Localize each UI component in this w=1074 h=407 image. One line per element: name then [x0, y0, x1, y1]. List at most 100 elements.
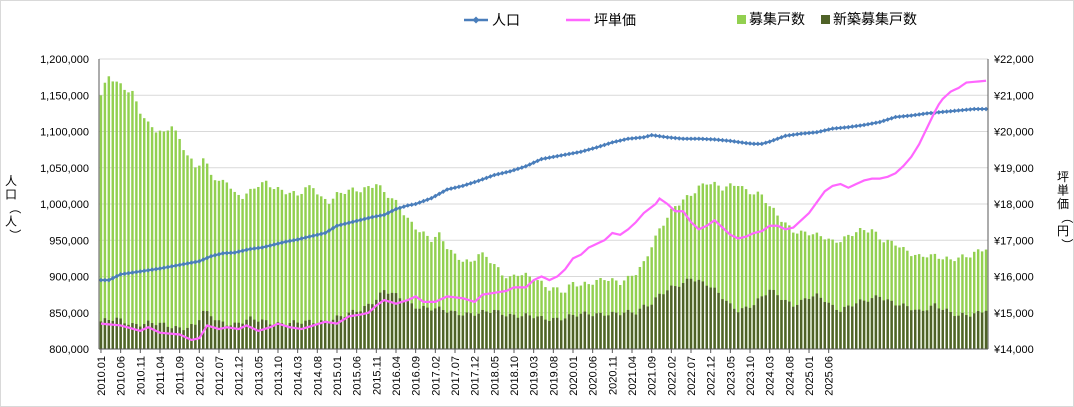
new-listings-bar — [512, 314, 516, 349]
new-listings-bar — [823, 302, 826, 349]
legend-label: 人口 — [492, 13, 520, 29]
population-point — [578, 149, 584, 155]
listings-bar — [473, 260, 476, 349]
population-point — [484, 175, 489, 181]
listings-bar — [851, 236, 854, 349]
new-listings-bar — [402, 301, 406, 349]
listings-bar — [681, 199, 685, 349]
new-listings-bar — [131, 323, 134, 349]
population-point — [602, 142, 607, 148]
population-point — [590, 146, 595, 151]
listings-bar — [646, 256, 649, 349]
new-listings-bar — [921, 310, 925, 349]
new-listings-bar — [618, 315, 622, 349]
population-point — [625, 136, 631, 142]
listings-bar — [351, 187, 354, 349]
listings-bar — [784, 222, 787, 349]
new-listings-bar — [241, 323, 244, 349]
population-point — [354, 218, 359, 224]
right-tick-label: ¥21,000 — [993, 90, 1034, 102]
listings-bar — [508, 276, 512, 349]
new-listings-bar — [705, 285, 708, 349]
population-point — [818, 129, 824, 134]
listings-bar — [925, 257, 929, 349]
listings-bar — [461, 261, 465, 349]
listings-bar — [481, 252, 484, 349]
legend-item: 人口 — [464, 13, 520, 29]
population-point — [688, 136, 694, 142]
population-point — [582, 148, 588, 154]
population-point — [649, 132, 654, 138]
x-tick-label: 2013.05 — [253, 356, 265, 396]
new-listings-bar — [803, 298, 807, 349]
population-point — [971, 106, 977, 112]
listings-bar — [284, 194, 288, 349]
new-listings-bar — [807, 298, 811, 349]
svg-text:）: ） — [1060, 238, 1073, 250]
new-listings-bar — [268, 324, 272, 349]
new-listings-bar — [858, 299, 862, 349]
listings-bar — [689, 195, 693, 349]
population-point — [295, 237, 300, 242]
population-point — [381, 212, 387, 218]
legend: 人口 坪単価 募集戸数 新築募集戸数 — [464, 11, 917, 29]
listings-bar — [308, 185, 311, 349]
new-listings-bar — [394, 293, 398, 349]
unit-price-line — [100, 79, 987, 342]
population-point — [775, 136, 780, 142]
population-point — [849, 124, 855, 129]
listings-bar — [182, 150, 185, 349]
population-point — [405, 203, 411, 208]
listings-bar — [835, 242, 838, 349]
listings-bar — [858, 228, 862, 349]
population-point — [385, 210, 391, 216]
legend-label: 募集戸数 — [749, 11, 805, 28]
new-listings-bar — [312, 323, 315, 349]
listings-bar — [929, 254, 933, 349]
population-point — [433, 193, 438, 199]
legend-label: 新築募集戸数 — [833, 11, 917, 28]
new-listings-bar — [493, 309, 496, 349]
listings-bar — [917, 254, 921, 349]
population-point — [263, 244, 269, 249]
listings-bar — [536, 280, 539, 349]
new-listings-bar — [205, 311, 209, 349]
population-point — [551, 154, 556, 160]
x-tick-label: 2010.11 — [135, 356, 147, 395]
new-listings-bar — [658, 293, 661, 349]
listings-bar — [933, 253, 937, 349]
listings-bar — [811, 234, 815, 349]
listings-bar — [379, 185, 382, 349]
population-point — [771, 137, 776, 143]
right-tick-label: ¥19,000 — [993, 163, 1034, 175]
listings-bar — [107, 76, 111, 350]
listings-bar — [162, 131, 166, 349]
population-point — [661, 134, 666, 140]
listings-bar — [430, 241, 433, 349]
population-point — [169, 264, 175, 269]
svg-text:人: 人 — [5, 174, 17, 188]
new-listings-bar — [284, 325, 288, 349]
listings-bar — [410, 221, 413, 349]
population-point — [413, 201, 418, 207]
x-tick-label: 2019.08 — [548, 356, 560, 396]
new-listings-bar — [371, 304, 374, 349]
population-point — [779, 135, 784, 140]
listings-bar — [736, 186, 740, 349]
new-listings-bar — [453, 311, 457, 349]
population-point — [920, 111, 926, 117]
listings-bar — [166, 130, 170, 349]
new-listings-bar — [583, 311, 587, 349]
population-point — [916, 112, 922, 117]
population-point — [912, 112, 918, 118]
population-point — [543, 156, 548, 161]
population-point — [692, 136, 698, 142]
bar-series-group — [99, 76, 988, 350]
new-listings-bar — [288, 323, 292, 349]
population-point — [936, 109, 942, 115]
listings-bar — [945, 256, 948, 349]
new-listings-bar — [300, 323, 303, 349]
population-point — [110, 275, 116, 281]
axes: 800,000 850,000 900,000 950,000 1,000,000 1,0… — [5, 54, 1073, 396]
